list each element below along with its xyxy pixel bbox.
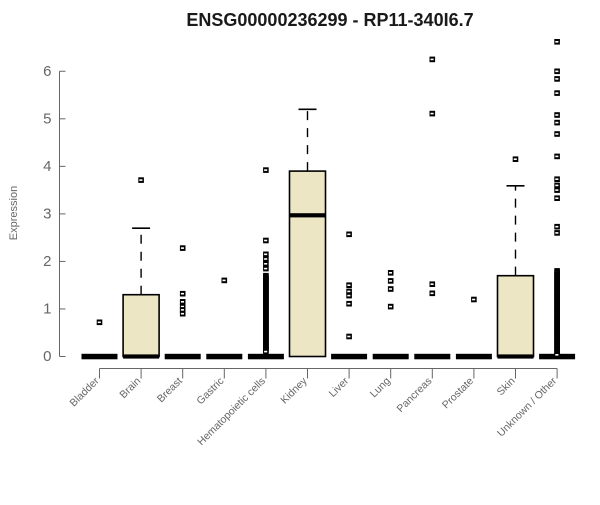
svg-text:0: 0: [43, 348, 51, 365]
svg-text:5: 5: [43, 110, 51, 127]
svg-text:Skin: Skin: [495, 375, 518, 398]
svg-text:Prostate: Prostate: [440, 375, 476, 411]
svg-text:1: 1: [43, 300, 51, 317]
svg-text:Pancreas: Pancreas: [395, 375, 435, 415]
svg-text:Gastric: Gastric: [194, 375, 226, 407]
svg-text:Breast: Breast: [155, 375, 185, 405]
svg-text:Kidney: Kidney: [278, 375, 310, 407]
svg-text:Liver: Liver: [327, 375, 352, 400]
svg-text:4: 4: [43, 158, 51, 175]
svg-text:2: 2: [43, 253, 51, 270]
svg-text:Bladder: Bladder: [68, 375, 102, 409]
svg-text:Lung: Lung: [368, 375, 393, 400]
svg-text:6: 6: [43, 63, 51, 80]
svg-text:3: 3: [43, 205, 51, 222]
svg-text:Brain: Brain: [117, 375, 143, 401]
